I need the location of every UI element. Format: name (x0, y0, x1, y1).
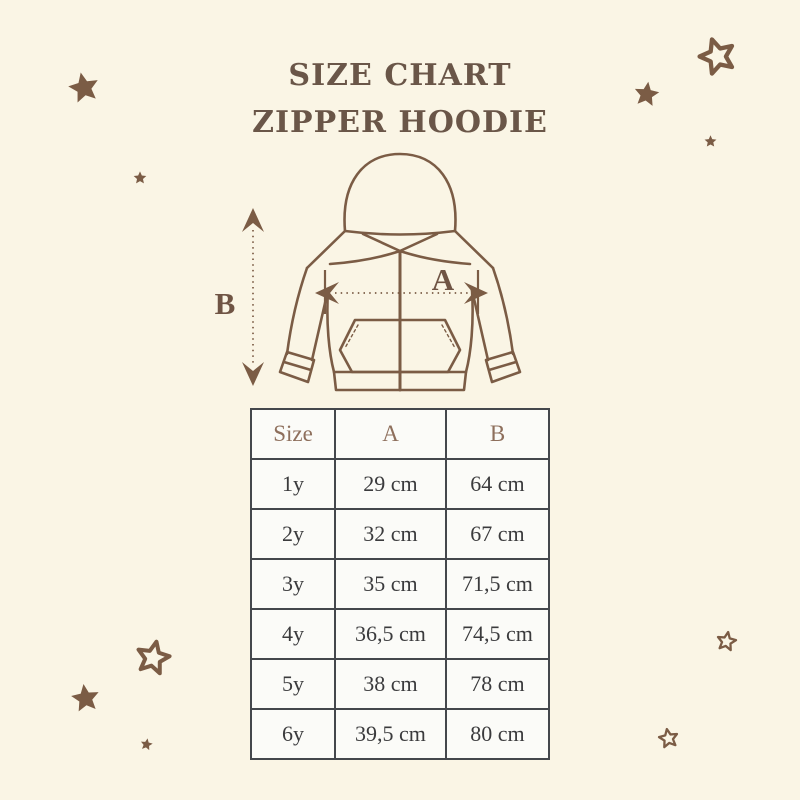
size-cell: 2y (250, 508, 336, 560)
b-value-cell: 78 cm (445, 658, 550, 710)
a-value-cell: 38 cm (334, 658, 447, 710)
width-arrow-left-head (315, 282, 339, 304)
page-title-line2: ZIPPER HOODIE (252, 105, 548, 140)
width-arrow-right-head (464, 282, 488, 304)
left-cuff-path (278, 350, 316, 384)
a-value-cell: 32 cm (334, 508, 447, 560)
star-outline-icon (657, 727, 678, 748)
size-table: Size A B 1y 29 cm 64 cm 2y 32 cm 67 cm 3y 35 cm… (250, 408, 550, 760)
star-icon (70, 683, 99, 711)
height-arrow-up-head (242, 208, 264, 232)
hoodie-measurement-diagram: A B (215, 152, 522, 392)
b-value-cell: 80 cm (445, 708, 550, 760)
star-outline-icon (716, 630, 737, 651)
table-header: Size A B (250, 408, 550, 460)
column-header-a: A (334, 408, 447, 460)
page-title: SIZE CHART ZIPPER HOODIE (0, 52, 800, 146)
table-row: 6y 39,5 cm 80 cm (250, 708, 550, 760)
table-row: 1y 29 cm 64 cm (250, 458, 550, 510)
star-icon (140, 737, 153, 750)
table-row: 4y 36,5 cm 74,5 cm (250, 608, 550, 660)
shoulder-seams-path (305, 229, 495, 270)
b-value-cell: 64 cm (445, 458, 550, 510)
size-table-header-row: Size A B (250, 408, 550, 460)
size-cell: 5y (250, 658, 336, 710)
width-label: A (432, 262, 455, 297)
collar-rim-path (328, 249, 472, 266)
b-value-cell: 74,5 cm (445, 608, 550, 660)
height-measure-arrow (242, 208, 264, 386)
star-icon (133, 171, 147, 184)
column-header-b: B (445, 408, 550, 460)
pocket-stitch-path (344, 324, 456, 349)
height-arrow-down-head (242, 362, 264, 386)
size-table-body: 1y 29 cm 64 cm 2y 32 cm 67 cm 3y 35 cm 71,5 cm 4y… (250, 458, 550, 760)
right-cuff-path (484, 350, 522, 384)
hood-opening-path (343, 229, 457, 236)
size-cell: 6y (250, 708, 336, 760)
a-value-cell: 35 cm (334, 558, 447, 610)
a-value-cell: 39,5 cm (334, 708, 447, 760)
a-value-cell: 29 cm (334, 458, 447, 510)
table-row: 3y 35 cm 71,5 cm (250, 558, 550, 610)
column-header-size: Size (250, 408, 336, 460)
hood-outline-path (343, 152, 457, 233)
size-cell: 3y (250, 558, 336, 610)
a-value-cell: 36,5 cm (334, 608, 447, 660)
table-row: 5y 38 cm 78 cm (250, 658, 550, 710)
star-outline-icon (136, 639, 172, 676)
size-cell: 1y (250, 458, 336, 510)
sleeve-outer-path (285, 266, 515, 356)
width-measure-arrow (315, 270, 488, 314)
size-cell: 4y (250, 608, 336, 660)
b-value-cell: 71,5 cm (445, 558, 550, 610)
page-title-line1: SIZE CHART (288, 58, 512, 93)
b-value-cell: 67 cm (445, 508, 550, 560)
height-label: B (215, 286, 236, 321)
hoodie-outline-drawing (278, 152, 522, 392)
kangaroo-pocket-path (338, 318, 462, 374)
table-row: 2y 32 cm 67 cm (250, 508, 550, 560)
hood-inner-v-path (361, 232, 439, 253)
